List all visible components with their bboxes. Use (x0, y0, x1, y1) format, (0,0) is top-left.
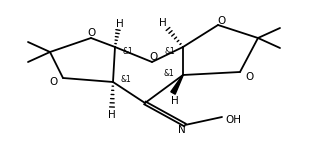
Text: &1: &1 (121, 75, 132, 84)
Text: O: O (150, 52, 158, 62)
Text: &1: &1 (123, 47, 133, 57)
Polygon shape (171, 75, 183, 94)
Text: O: O (245, 72, 253, 82)
Text: O: O (217, 16, 225, 26)
Text: OH: OH (225, 115, 241, 125)
Text: H: H (171, 96, 179, 106)
Text: H: H (116, 19, 124, 29)
Text: &1: &1 (164, 46, 175, 55)
Text: &1: &1 (164, 69, 174, 78)
Text: H: H (159, 18, 167, 28)
Text: N: N (178, 125, 186, 135)
Text: O: O (49, 77, 57, 87)
Text: H: H (108, 110, 116, 120)
Text: O: O (88, 28, 96, 38)
